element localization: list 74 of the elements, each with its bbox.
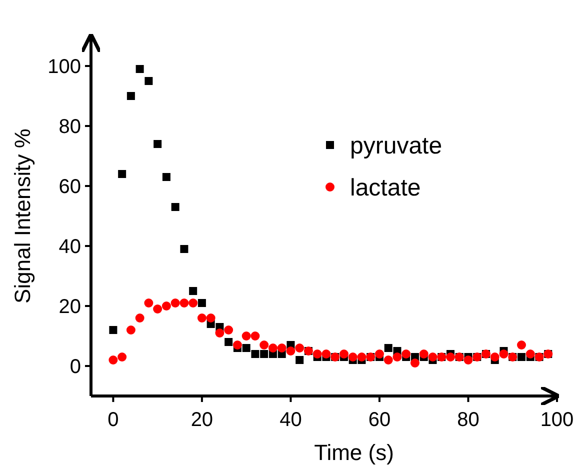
point (180, 298, 189, 308)
point (374, 350, 384, 358)
point (526, 350, 535, 358)
legend-label: pyruvate (350, 132, 442, 160)
point (296, 356, 304, 364)
point (250, 332, 260, 340)
point (260, 350, 268, 358)
point (170, 298, 180, 308)
point (197, 314, 206, 322)
x-tick-label: 20 (190, 409, 214, 431)
point (419, 350, 428, 358)
point (312, 350, 322, 358)
point (206, 314, 216, 322)
point (402, 350, 411, 358)
point (189, 287, 198, 295)
point (286, 346, 296, 356)
point (180, 245, 188, 253)
point (135, 314, 144, 322)
x-tick-label: 100 (540, 409, 574, 431)
point (295, 344, 304, 352)
x-tick-label: 80 (457, 409, 480, 431)
point (144, 77, 153, 85)
point (215, 328, 224, 338)
point (242, 332, 251, 340)
point (118, 352, 127, 362)
point (242, 344, 250, 352)
point (322, 350, 331, 358)
point (108, 356, 118, 364)
y-tick-label: 20 (58, 296, 81, 318)
point (118, 170, 126, 178)
point (277, 344, 286, 352)
point (144, 298, 154, 308)
x-tick-label: 40 (280, 409, 302, 431)
point (428, 352, 438, 362)
point (188, 298, 198, 308)
point (198, 299, 206, 307)
x-axis-title: Time (s) (314, 440, 394, 465)
point (260, 340, 269, 350)
point (517, 353, 526, 361)
point (516, 340, 526, 350)
point (446, 352, 455, 362)
point (339, 350, 348, 358)
point (357, 352, 366, 362)
point (384, 344, 392, 352)
point (224, 326, 234, 334)
y-tick-label: 80 (58, 116, 81, 138)
y-tick-label: 0 (70, 356, 81, 378)
x-tick-label: 0 (108, 409, 119, 431)
point (232, 340, 242, 350)
point (410, 358, 420, 368)
point (162, 302, 171, 310)
point (384, 356, 393, 364)
point (126, 326, 136, 334)
point (126, 92, 135, 100)
x-tick-label: 60 (368, 409, 391, 431)
point (464, 356, 473, 364)
y-tick-label: 40 (58, 236, 81, 258)
point (109, 326, 118, 334)
legend-label: lactate (350, 174, 421, 202)
point (136, 65, 144, 73)
y-tick-label: 60 (58, 176, 81, 198)
point (171, 203, 180, 211)
point (154, 140, 162, 148)
point (162, 173, 170, 181)
point (348, 352, 358, 362)
point (499, 350, 508, 358)
y-axis-title: Signal Intensity % (10, 128, 35, 304)
point (392, 352, 402, 362)
point (490, 352, 500, 362)
point (224, 338, 233, 346)
point (153, 304, 162, 314)
point (268, 344, 278, 352)
y-tick-label: 100 (48, 56, 81, 78)
point (251, 350, 260, 358)
